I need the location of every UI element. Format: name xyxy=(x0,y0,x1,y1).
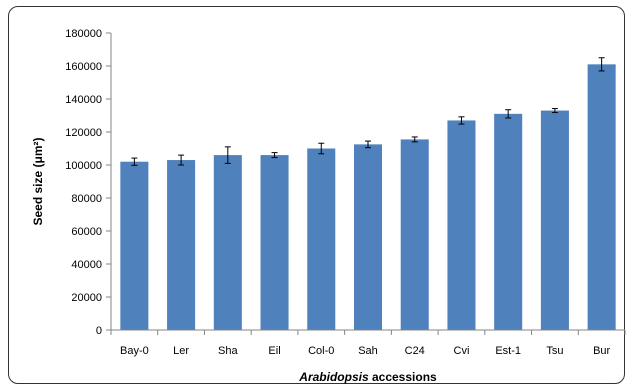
y-tick-label: 80000 xyxy=(71,193,102,205)
x-tick-label: Sha xyxy=(218,345,238,357)
y-tick-label: 60000 xyxy=(71,226,102,238)
x-tick-label: Est-1 xyxy=(495,345,521,357)
bar xyxy=(260,155,289,330)
y-tick-label: 20000 xyxy=(71,292,102,304)
x-tick-label: Bay-0 xyxy=(120,345,149,357)
bar xyxy=(400,139,429,330)
y-tick-label: 100000 xyxy=(65,160,102,172)
x-axis-title: Arabidopsis accessions xyxy=(298,370,437,384)
x-tick-label: Tsu xyxy=(546,345,563,357)
bar xyxy=(540,110,569,330)
x-axis-title-italic: Arabidopsis xyxy=(298,370,369,384)
y-tick-label: 160000 xyxy=(65,61,102,73)
bar xyxy=(307,148,336,330)
y-tick-label: 0 xyxy=(96,325,102,337)
x-tick-label: C24 xyxy=(405,345,425,357)
x-tick-label: Sah xyxy=(358,345,378,357)
bar xyxy=(120,161,149,330)
x-tick-label: Col-0 xyxy=(308,345,334,357)
y-tick-label: 180000 xyxy=(65,28,102,40)
bars xyxy=(120,57,616,330)
x-tick-label: Eil xyxy=(268,345,280,357)
x-tick-label: Bur xyxy=(593,345,610,357)
bar xyxy=(494,113,523,330)
bar xyxy=(167,160,196,330)
y-axis-title: Seed size (μm²) xyxy=(31,137,45,225)
x-tick-label: Ler xyxy=(173,345,189,357)
x-tick-label: Cvi xyxy=(454,345,470,357)
y-axis-ticks: 0 20000 40000 60000 80000 100000 120000 140000 1… xyxy=(65,28,111,337)
bar xyxy=(353,144,383,330)
x-axis-title-rest: accessions xyxy=(369,370,437,384)
y-tick-label: 120000 xyxy=(65,127,102,139)
x-axis-ticks: Bay-0 Ler Sha Eil Col-0 Sah C24 Cvi Est-1 Tsu Bur xyxy=(110,330,626,357)
bar xyxy=(447,120,476,330)
bar xyxy=(213,155,242,330)
y-tick-label: 140000 xyxy=(65,94,102,106)
bar xyxy=(587,64,616,330)
y-tick-label: 40000 xyxy=(71,259,102,271)
